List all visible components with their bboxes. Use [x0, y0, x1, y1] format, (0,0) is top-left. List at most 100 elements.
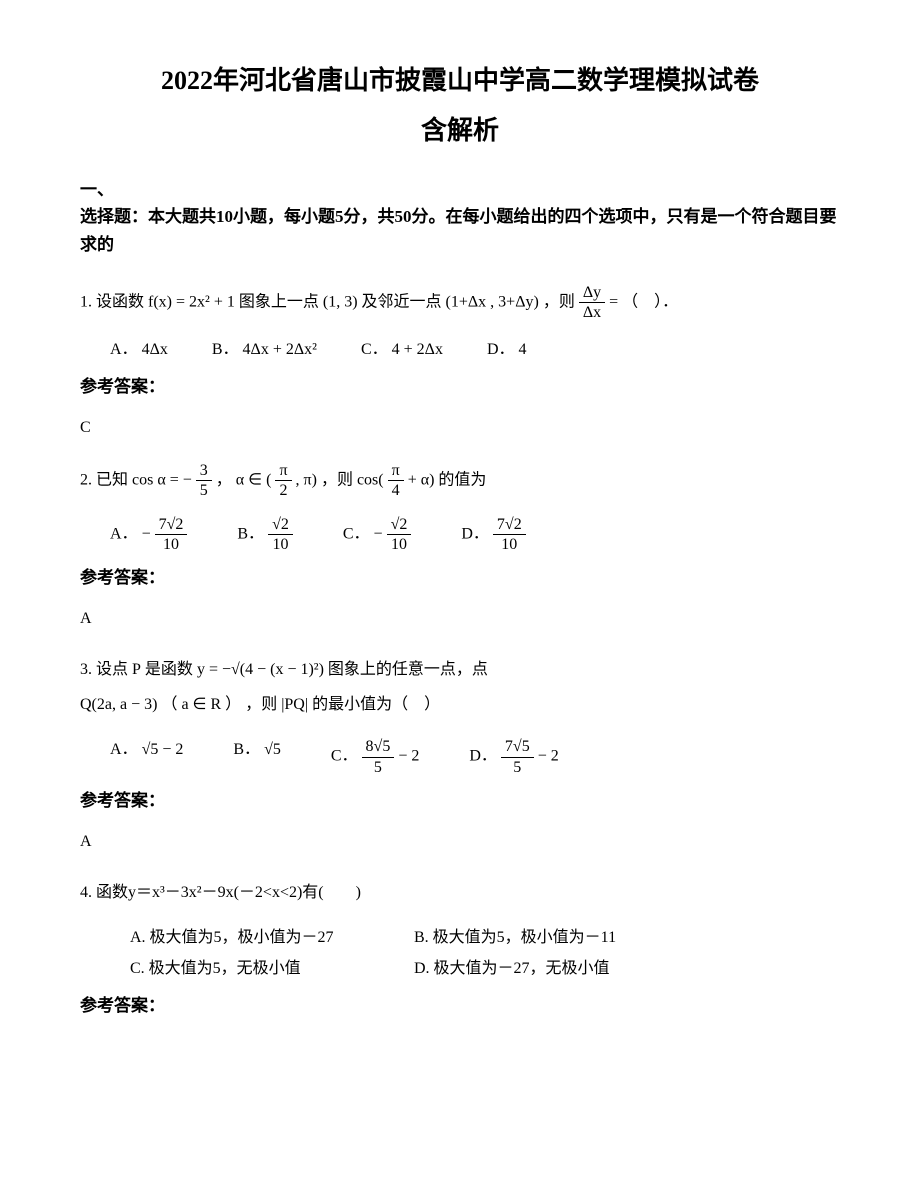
q4-option-b: B. 极大值为5，极小值为－11 — [414, 925, 694, 951]
q1-ratio-num: Δy — [579, 283, 605, 303]
q2-optC-frac: √2 10 — [387, 515, 412, 554]
q3-answer: A — [80, 829, 840, 855]
q1-optB-val: 4Δx + 2Δx² — [243, 341, 317, 358]
q1-ratio: Δy Δx — [579, 283, 605, 322]
section-number: 一、 — [80, 180, 114, 199]
q2-optC-num: √2 — [387, 515, 412, 535]
q3-optD-den: 5 — [501, 758, 534, 777]
q2-expr1-lhs: cos α = — [132, 471, 183, 488]
question-1: 1. 设函数 f(x) = 2x² + 1 图象上一点 (1, 3) 及邻近一点… — [80, 283, 840, 322]
q2-expr1-den: 5 — [196, 481, 212, 500]
q3-optC-label: C． — [331, 748, 358, 765]
q1-optA-label: A． — [110, 341, 138, 358]
q2-optA-num: 7√2 — [155, 515, 188, 535]
question-2: 2. 已知 cos α = − 3 5 ， α ∈ ( π 2 , π) ，则 … — [80, 461, 840, 500]
q1-optD-label: D． — [487, 341, 515, 358]
q3-pvar: P — [132, 661, 141, 678]
q2-answer-label: 参考答案： — [80, 564, 840, 591]
q3-optB-label: B． — [233, 741, 260, 758]
q1-option-c: C． 4 + 2Δx — [361, 337, 443, 363]
q3-optC-num: 8√5 — [362, 737, 395, 757]
q2-comma1: ， — [216, 471, 232, 488]
q1-equals: = — [609, 293, 622, 310]
q2-expr2-frac: π 2 — [275, 461, 291, 500]
q3-paren-close: ） — [225, 696, 241, 713]
q3-options: A． √5 − 2 B． √5 C． 8√5 5 − 2 D． 7√5 5 − … — [80, 737, 840, 776]
q2-expr3-tail: + α) — [408, 471, 435, 488]
q1-optC-val: 4 + 2Δx — [392, 341, 443, 358]
q2-optB-den: 10 — [268, 535, 293, 554]
q2-expr3-num: π — [388, 461, 404, 481]
q2-optD-num: 7√2 — [493, 515, 526, 535]
q2-expr3-den: 4 — [388, 481, 404, 500]
q4-option-d: D. 极大值为－27，无极小值 — [414, 956, 694, 982]
q3-option-a: A． √5 − 2 — [110, 737, 183, 776]
q2-options: A． − 7√2 10 B． √2 10 C． − √2 10 D． 7√2 1… — [80, 515, 840, 554]
q2-option-b: B． √2 10 — [237, 515, 292, 554]
q1-options: A． 4Δx B． 4Δx + 2Δx² C． 4 + 2Δx D． 4 — [80, 337, 840, 363]
q3-optD-frac: 7√5 5 — [501, 737, 534, 776]
q3-answer-label: 参考答案： — [80, 787, 840, 814]
q2-prefix: 2. 已知 — [80, 471, 128, 488]
q2-optA-frac: 7√2 10 — [155, 515, 188, 554]
q2-optA-den: 10 — [155, 535, 188, 554]
q4-options-row2: C. 极大值为5，无极小值 D. 极大值为－27，无极小值 — [130, 956, 840, 982]
q2-comma2: ，则 — [321, 471, 353, 488]
q1-option-b: B． 4Δx + 2Δx² — [212, 337, 317, 363]
q1-mid2: 及邻近一点 — [362, 293, 442, 310]
q4-options-row1: A. 极大值为5，极小值为－27 B. 极大值为5，极小值为－11 — [130, 925, 840, 951]
q2-optB-label: B． — [237, 525, 264, 542]
q2-expr1-neg: − — [183, 471, 196, 488]
q2-expr3-frac: π 4 — [388, 461, 404, 500]
q2-expr2-open: α ∈ ( — [236, 471, 272, 488]
q2-optB-frac: √2 10 — [268, 515, 293, 554]
q3-optD-label: D． — [469, 748, 497, 765]
q3-mid2: 图象上的任意一点，点 — [328, 661, 488, 678]
q3-prefix: 3. 设点 — [80, 661, 128, 678]
q2-optD-den: 10 — [493, 535, 526, 554]
q1-function: f(x) = 2x² + 1 — [148, 293, 235, 310]
q2-expr3-lhs: cos( — [357, 471, 384, 488]
q1-ratio-den: Δx — [579, 303, 605, 322]
q2-expr1-frac: 3 5 — [196, 461, 212, 500]
q3-optD-tail: − 2 — [538, 748, 559, 765]
q1-tail: （ ）． — [622, 293, 678, 310]
q2-tail: 的值为 — [438, 471, 486, 488]
q3-qpoint: Q(2a, a − 3) — [80, 696, 157, 713]
q2-expr2-den: 2 — [275, 481, 291, 500]
q3-tail: 的最小值为（ ） — [312, 696, 440, 713]
q4-option-c: C. 极大值为5，无极小值 — [130, 956, 410, 982]
q1-optC-label: C． — [361, 341, 388, 358]
q1-prefix: 1. 设函数 — [80, 293, 144, 310]
q1-option-a: A． 4Δx — [110, 337, 168, 363]
q2-optB-num: √2 — [268, 515, 293, 535]
q1-mid3: ，则 — [543, 293, 575, 310]
q2-optD-frac: 7√2 10 — [493, 515, 526, 554]
q3-option-c: C． 8√5 5 − 2 — [331, 737, 420, 776]
q1-answer: C — [80, 415, 840, 441]
section-instructions: 选择题：本大题共10小题，每小题5分，共50分。在每小题给出的四个选项中，只有是… — [80, 207, 837, 253]
question-3: 3. 设点 P 是函数 y = −√(4 − (x − 1)²) 图象上的任意一… — [80, 652, 840, 722]
question-4: 4. 函数y＝x³－3x²－9x(－2<x<2)有( ) — [80, 875, 840, 910]
exam-subtitle: 含解析 — [80, 110, 840, 152]
q4-option-a: A. 极大值为5，极小值为－27 — [130, 925, 410, 951]
q3-optD-num: 7√5 — [501, 737, 534, 757]
q2-optC-label: C． — [343, 525, 370, 542]
q2-optC-neg: − — [374, 525, 387, 542]
q2-optA-neg: − — [142, 525, 155, 542]
q3-optA-val: √5 − 2 — [142, 741, 184, 758]
q4-text: 4. 函数y＝x³－3x²－9x(－2<x<2)有( ) — [80, 884, 361, 901]
q1-point2: (1+Δx , 3+Δy) — [446, 293, 539, 310]
q2-answer: A — [80, 606, 840, 632]
q3-mid3: ，则 — [245, 696, 277, 713]
q1-option-d: D． 4 — [487, 337, 527, 363]
q3-mid1: 是函数 — [145, 661, 193, 678]
q3-avar: a ∈ R — [181, 696, 221, 713]
q3-optC-tail: − 2 — [398, 748, 419, 765]
q3-option-b: B． √5 — [233, 737, 280, 776]
q1-optA-val: 4Δx — [142, 341, 168, 358]
q2-option-d: D． 7√2 10 — [461, 515, 525, 554]
q2-optA-label: A． — [110, 525, 138, 542]
q1-answer-label: 参考答案： — [80, 373, 840, 400]
q3-option-d: D． 7√5 5 − 2 — [469, 737, 558, 776]
